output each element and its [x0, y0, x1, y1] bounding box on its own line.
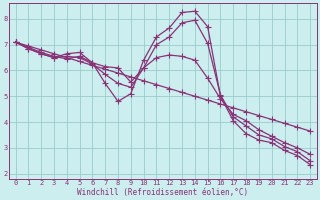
- X-axis label: Windchill (Refroidissement éolien,°C): Windchill (Refroidissement éolien,°C): [77, 188, 248, 197]
